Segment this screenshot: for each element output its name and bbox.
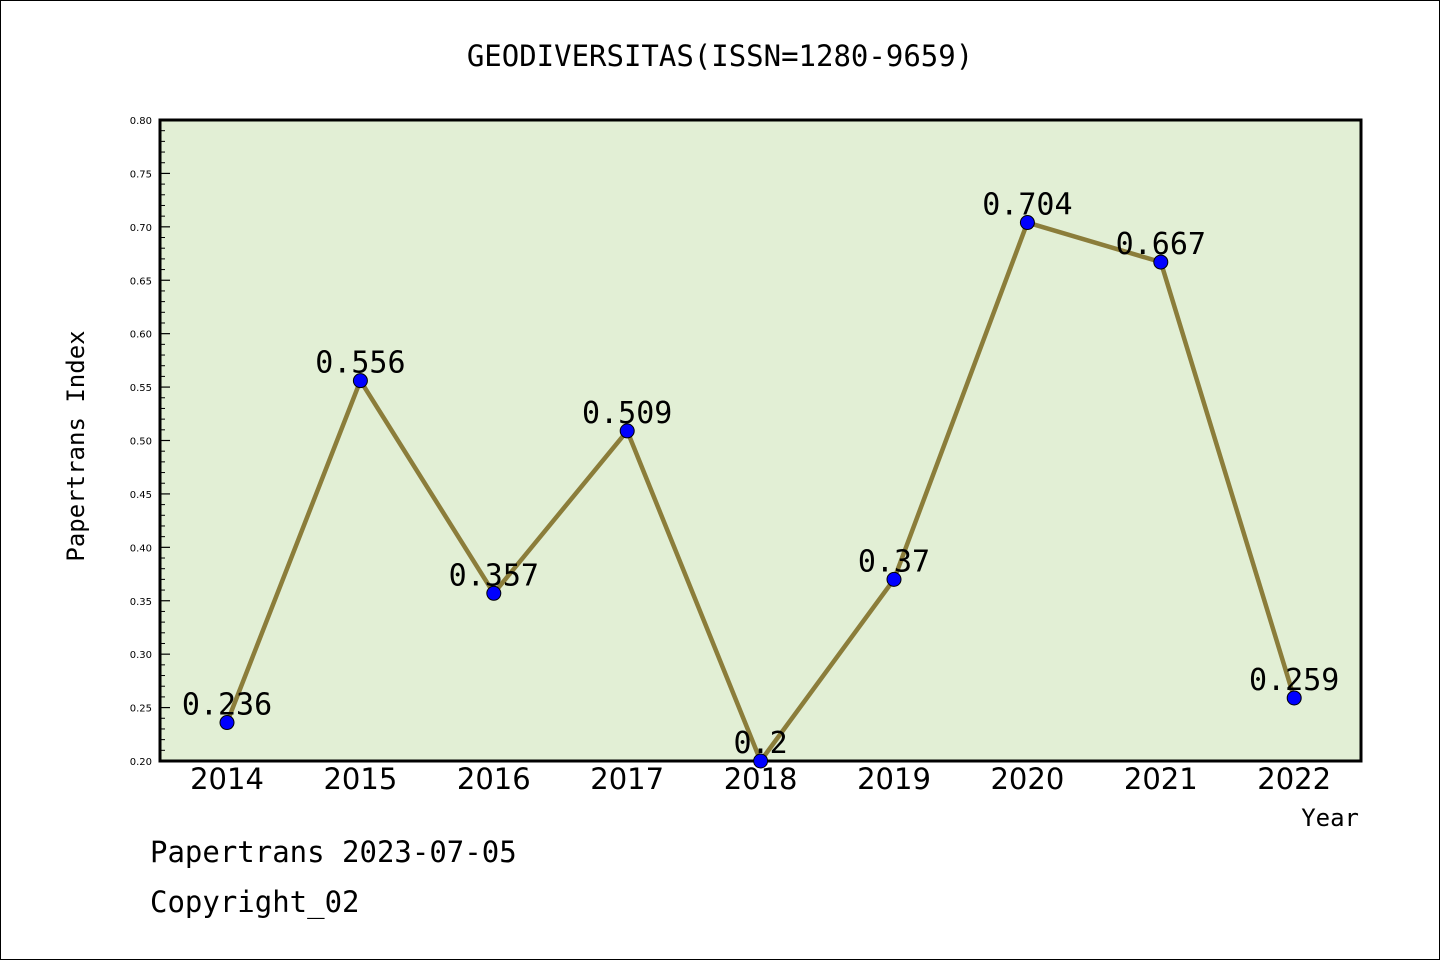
data-point bbox=[1153, 254, 1169, 270]
y-tick-label: 0.75 bbox=[130, 169, 152, 180]
y-tick-label: 0.65 bbox=[130, 276, 152, 287]
y-axis: 0.20 0.25 0.30 0.35 0.40 0.45 0.50 0.55 0.60 0.65… bbox=[130, 116, 170, 768]
x-tick-label: 2017 bbox=[590, 762, 664, 796]
y-axis-label: Papertrans Index bbox=[62, 330, 90, 561]
data-point bbox=[619, 423, 635, 439]
data-point bbox=[219, 715, 235, 731]
data-label: 0.37 bbox=[858, 544, 930, 579]
y-tick-label: 0.25 bbox=[130, 704, 152, 715]
x-tick-label: 2016 bbox=[457, 762, 531, 796]
y-tick-label: 0.50 bbox=[130, 437, 152, 448]
data-point bbox=[486, 585, 502, 601]
footer-copyright: Copyright_02 bbox=[150, 885, 360, 919]
x-axis: 2014 2015 2016 2017 2018 2019 2020 2021 2022 bbox=[190, 762, 1331, 796]
footer-date: Papertrans 2023-07-05 bbox=[150, 835, 517, 869]
y-tick-label: 0.40 bbox=[130, 543, 152, 554]
data-point bbox=[352, 373, 368, 389]
data-point bbox=[1019, 215, 1035, 231]
y-tick-label: 0.60 bbox=[130, 330, 152, 341]
plot-area bbox=[158, 118, 1363, 763]
x-axis-label: Year bbox=[1301, 804, 1359, 832]
data-label: 0.667 bbox=[1116, 227, 1206, 262]
data-point bbox=[753, 753, 769, 769]
x-tick-label: 2015 bbox=[323, 762, 397, 796]
data-label: 0.509 bbox=[582, 396, 672, 431]
x-tick-label: 2022 bbox=[1257, 762, 1331, 796]
x-tick-label: 2021 bbox=[1124, 762, 1198, 796]
y-tick-label: 0.80 bbox=[130, 116, 152, 127]
y-tick-label: 0.30 bbox=[130, 650, 152, 661]
data-point bbox=[1286, 690, 1302, 706]
chart-title: GEODIVERSITAS(ISSN=1280-9659) bbox=[467, 39, 973, 73]
y-tick-label: 0.20 bbox=[130, 757, 152, 768]
data-label: 0.2 bbox=[734, 726, 788, 761]
data-point bbox=[886, 571, 902, 587]
data-label: 0.357 bbox=[449, 558, 539, 593]
data-label: 0.704 bbox=[982, 188, 1072, 223]
y-tick-label: 0.35 bbox=[130, 597, 152, 608]
data-label: 0.259 bbox=[1249, 663, 1339, 698]
data-label: 0.236 bbox=[182, 688, 272, 723]
data-labels: 0.236 0.556 0.357 0.509 0.2 0.37 0.704 0.667 0.2… bbox=[182, 188, 1340, 761]
data-label: 0.556 bbox=[315, 346, 405, 381]
series-group bbox=[219, 215, 1302, 769]
x-tick-label: 2020 bbox=[990, 762, 1064, 796]
x-tick-label: 2014 bbox=[190, 762, 264, 796]
y-tick-label: 0.45 bbox=[130, 490, 152, 501]
y-tick-label: 0.70 bbox=[130, 223, 152, 234]
x-tick-label: 2019 bbox=[857, 762, 931, 796]
y-tick-label: 0.55 bbox=[130, 383, 152, 394]
